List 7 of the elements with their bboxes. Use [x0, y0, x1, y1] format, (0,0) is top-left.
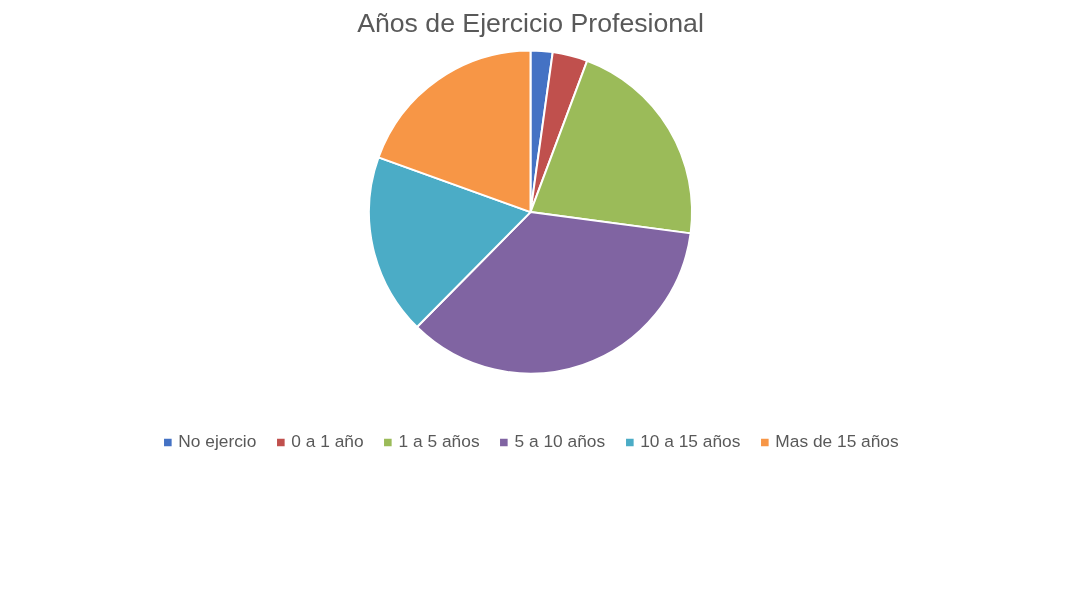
chart-title: Años de Ejercicio Profesional	[357, 7, 704, 38]
legend-label: 10 a 15 años	[640, 431, 741, 452]
legend-label: 5 a 10 años	[514, 431, 606, 452]
legend-label: Mas de 15 años	[775, 431, 899, 452]
legend-label: 0 a 1 año	[291, 431, 364, 452]
legend-label: No ejercio	[178, 431, 257, 452]
legend-label: 1 a 5 años	[398, 431, 480, 452]
